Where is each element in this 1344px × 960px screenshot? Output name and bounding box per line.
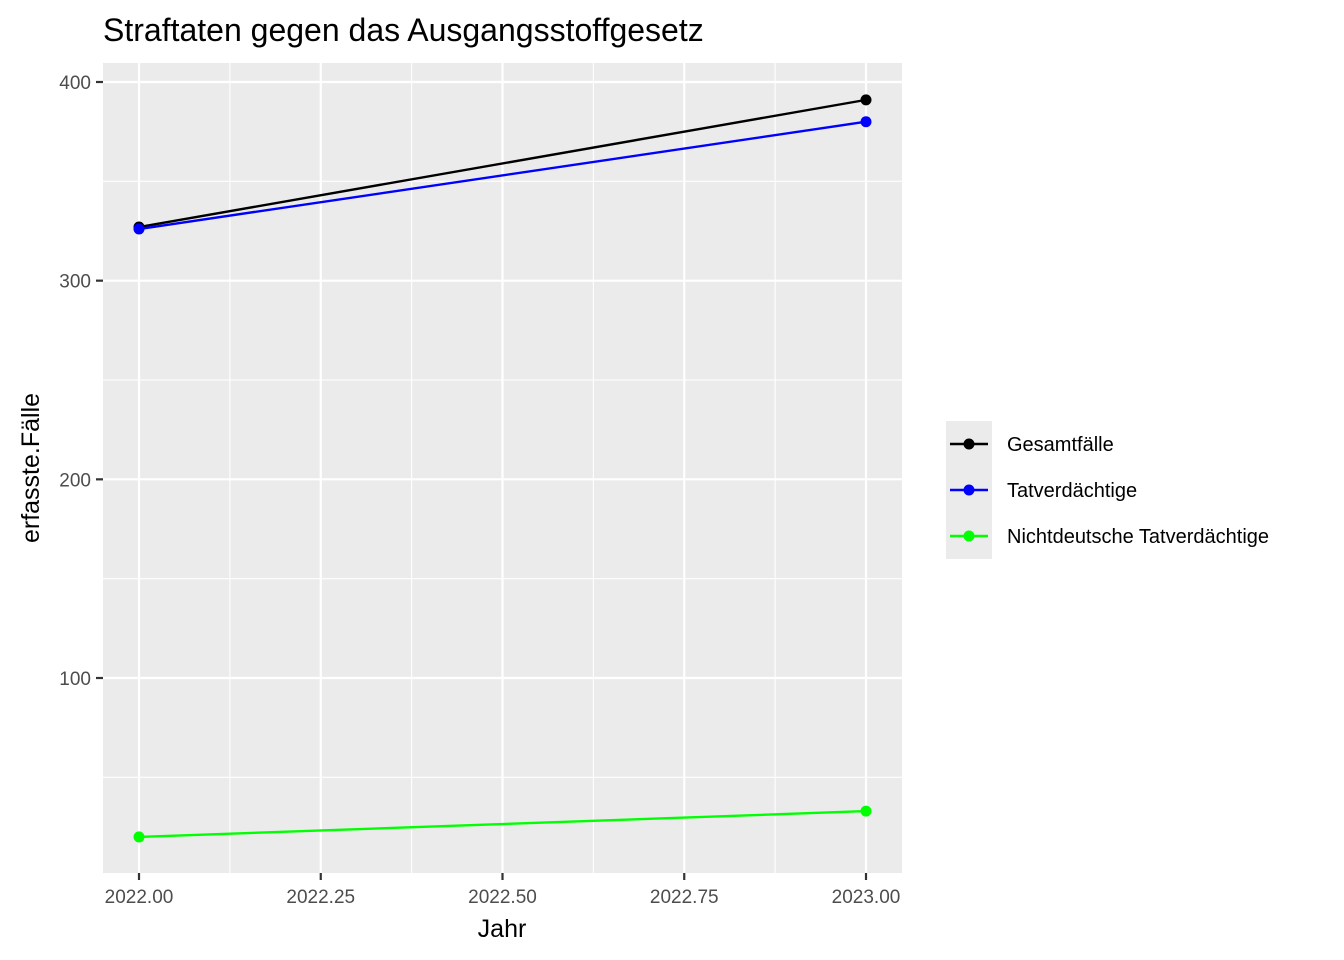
legend-label: Tatverdächtige — [1007, 480, 1137, 502]
axis-layer: 2022.00 2022.25 2022.50 2022.75 2023.00 100 20… — [59, 73, 900, 908]
data-point — [860, 116, 872, 128]
data-point — [860, 805, 872, 817]
data-point — [133, 831, 145, 843]
x-tick-label: 2022.25 — [286, 887, 355, 908]
x-tick-label: 2023.00 — [832, 887, 901, 908]
major-gridlines — [103, 63, 902, 873]
x-axis-title: Jahr — [478, 915, 527, 943]
legend-key-point — [963, 484, 975, 496]
series-line — [138, 809, 867, 839]
y-tick-label: 400 — [59, 73, 91, 94]
legend-key-point — [963, 438, 975, 450]
y-tick-label: 200 — [59, 470, 91, 491]
legend-label: Nichtdeutsche Tatverdächtige — [1007, 526, 1269, 548]
y-tick-label: 300 — [59, 272, 91, 293]
x-tick-label: 2022.00 — [105, 887, 174, 908]
y-tick-label: 100 — [59, 669, 91, 690]
legend: Gesamtfälle Tatverdächtige Nichtdeutsche T… — [946, 421, 1269, 559]
x-tick-label: 2022.50 — [468, 887, 537, 908]
legend-key-point — [963, 530, 975, 542]
data-point — [860, 94, 872, 106]
series-line — [138, 98, 867, 229]
data-point — [133, 223, 145, 235]
x-tick-label: 2022.75 — [650, 887, 719, 908]
y-axis-title: erfasste.Fälle — [17, 393, 45, 543]
series-layer — [133, 94, 872, 843]
legend-label: Gesamtfälle — [1007, 434, 1114, 456]
chart-title: Straftaten gegen das Ausgangsstoffgesetz — [103, 12, 704, 48]
series-line — [138, 120, 867, 231]
